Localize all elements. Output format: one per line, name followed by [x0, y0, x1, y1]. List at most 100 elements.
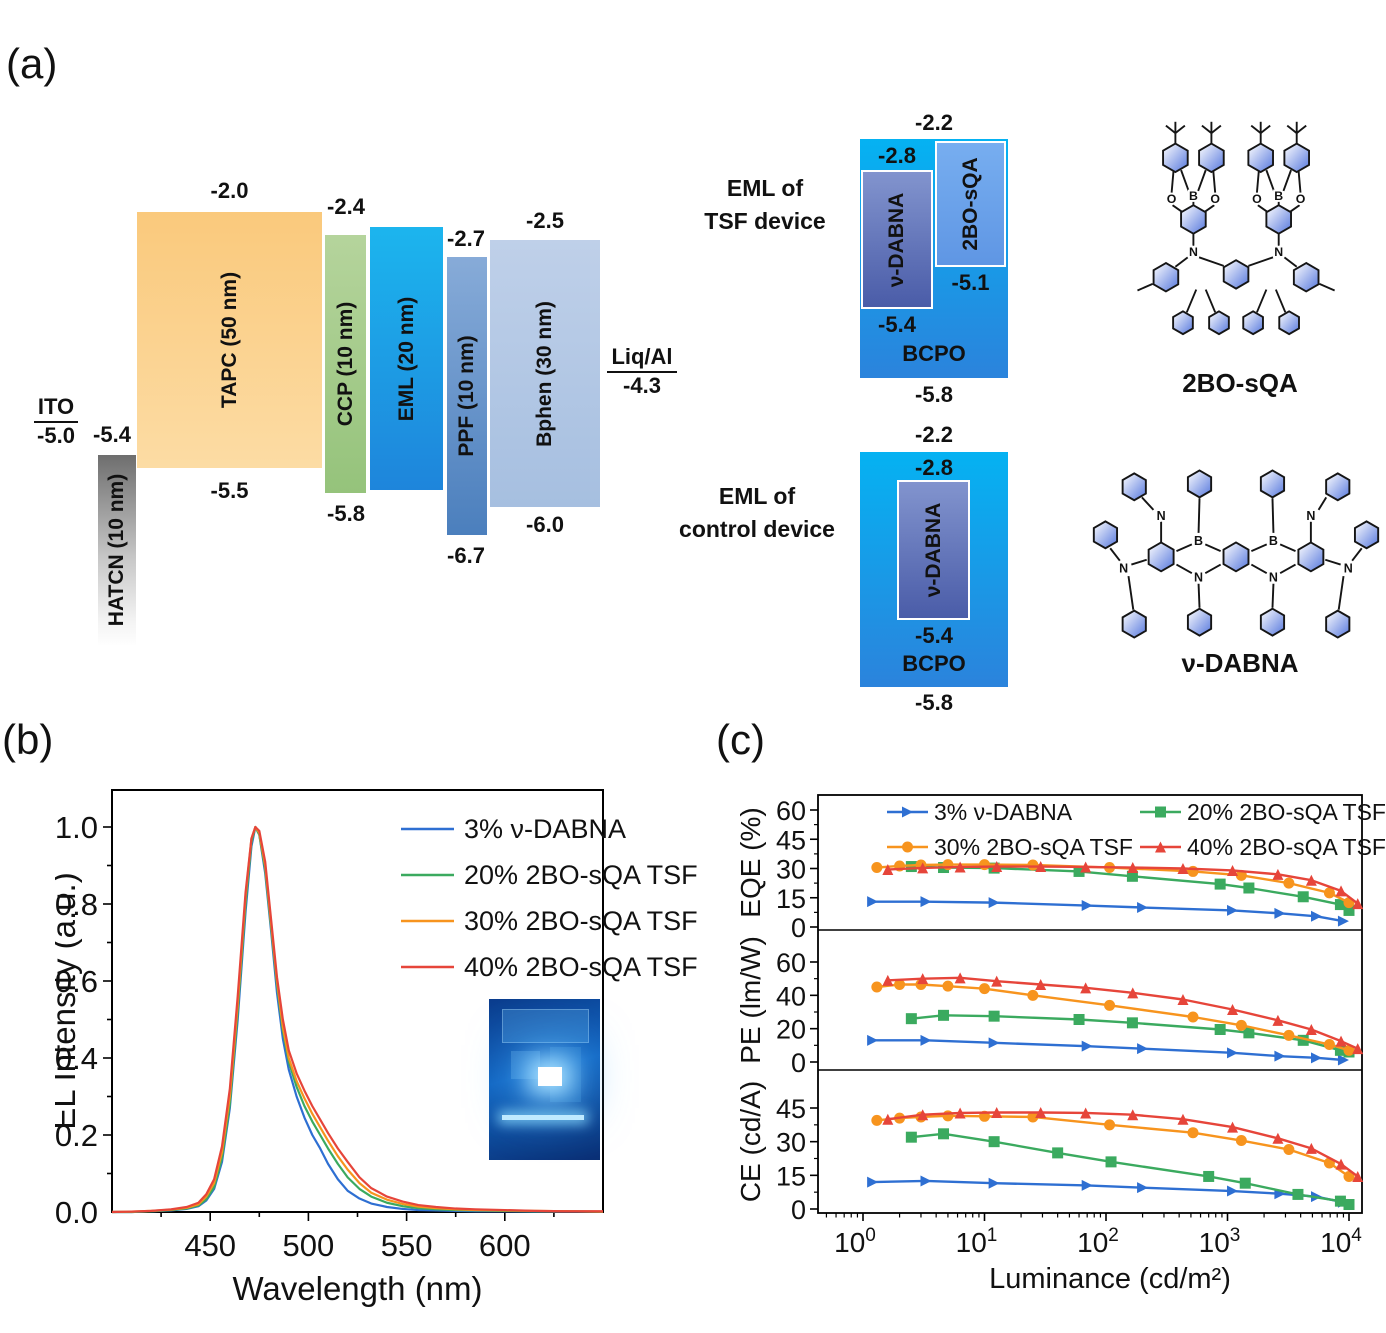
ccp-lumo: -2.4: [327, 194, 365, 219]
subplot-2-series-0: [867, 1175, 1349, 1208]
control-lumo-host: -2.2: [915, 422, 953, 447]
svg-text:3% ν-DABNA: 3% ν-DABNA: [934, 799, 1073, 825]
svg-text:550: 550: [381, 1228, 433, 1263]
spectrum-legend: 3% ν-DABNA 20% 2BO-sQA TSF 30% 2BO-sQA TSF…: [401, 814, 698, 982]
svg-text:20: 20: [776, 1015, 806, 1045]
tsf-lumo-host: -2.2: [915, 110, 953, 135]
control-host-label: BCPO: [902, 651, 966, 676]
svg-text:0.6: 0.6: [55, 964, 98, 999]
control-homo-dopant: -5.4: [915, 623, 953, 648]
structure-2bo-sqa-name: 2BO-sQA: [1182, 368, 1298, 398]
svg-text:15: 15: [776, 884, 806, 914]
svg-text:20% 2BO-sQA TSF: 20% 2BO-sQA TSF: [464, 860, 698, 890]
cathode-label: Liq/Al: [607, 344, 677, 373]
tsf-sqa-block: 2BO-sQA: [935, 141, 1006, 267]
spectrum-xlabel: Wavelength (nm): [232, 1270, 482, 1307]
tapc-lumo: -2.0: [210, 178, 249, 203]
cathode: Liq/Al -4.3: [600, 344, 684, 399]
tapc-label: TAPC (50 nm): [217, 271, 241, 409]
tsf-sqa-label: 2BO-sQA: [958, 157, 982, 251]
svg-text:101: 101: [956, 1225, 998, 1258]
bphen-lumo: -2.5: [526, 208, 564, 233]
svg-text:N: N: [1189, 245, 1198, 259]
ppf-layer: PPF (10 nm): [447, 257, 487, 535]
svg-text:N: N: [1274, 245, 1283, 259]
tapc-homo: -5.5: [210, 478, 249, 503]
control-lumo-dopant: -2.8: [915, 455, 953, 480]
control-vdabna-block: ν-DABNA: [897, 480, 970, 620]
svg-text:3% ν-DABNA: 3% ν-DABNA: [464, 814, 626, 844]
svg-text:45: 45: [776, 825, 806, 855]
subplot-2-ylabel: CE (cd/A): [735, 1081, 766, 1202]
svg-text:N: N: [1306, 509, 1315, 523]
subplot-1-series-3: [882, 972, 1364, 1055]
subplot-1-series-0: [867, 1034, 1349, 1066]
svg-text:450: 450: [184, 1228, 236, 1263]
svg-text:500: 500: [283, 1228, 335, 1263]
el-spectrum-chart: 450 500 550 600 0.0 0.2 0.4 0.6 0.8 1.0 Wavelength…: [55, 789, 698, 1307]
spectrum-axes: 450 500 550 600 0.0 0.2 0.4 0.6 0.8 1.0 Wavelength…: [55, 789, 604, 1307]
tapc-layer: TAPC (50 nm): [137, 212, 322, 468]
subplot-1-ylabel: PE (lm/W): [735, 936, 766, 1064]
svg-text:1.0: 1.0: [55, 810, 98, 845]
svg-text:104: 104: [1320, 1225, 1362, 1258]
panel-b-label: (b): [2, 716, 54, 763]
svg-text:20% 2BO-sQA TSF: 20% 2BO-sQA TSF: [1187, 799, 1386, 825]
tsf-homo-assistant: -5.1: [951, 270, 990, 295]
device-photo-inset: [489, 999, 600, 1160]
svg-text:N: N: [1119, 562, 1128, 576]
svg-text:O: O: [1296, 192, 1306, 206]
structure-vdabna-name: ν-DABNA: [1181, 648, 1299, 678]
efficiency-xlabel: Luminance (cd/m²): [989, 1263, 1231, 1295]
subplot-0-series-3: [882, 861, 1364, 910]
spectrum-series-1: [112, 825, 604, 1214]
efficiency-axes: 100 101 102 103 104 Luminance (cd/m²): [817, 794, 1363, 1295]
svg-text:40% 2BO-sQA TSF: 40% 2BO-sQA TSF: [1187, 834, 1386, 860]
panel-c-label: (c): [716, 716, 765, 763]
svg-text:30% 2BO-sQA TSF: 30% 2BO-sQA TSF: [934, 834, 1133, 860]
tsf-bcpo-block: -2.8 ν-DABNA 2BO-sQA -5.1 -5.4 BCPO: [860, 139, 1008, 378]
svg-text:O: O: [1167, 192, 1177, 206]
tsf-lumo-dopant: -2.8: [878, 143, 916, 168]
ito-electrode: ITO -5.0: [20, 394, 92, 449]
efficiency-legend: 3% ν-DABNA 20% 2BO-sQA TSF 30% 2BO-sQA TSF…: [887, 799, 1386, 860]
subplot-1-series-2: [871, 978, 1355, 1056]
svg-text:B: B: [1194, 534, 1203, 548]
ppf-lumo: -2.7: [447, 226, 485, 251]
bphen-layer: Bphen (30 nm): [490, 240, 600, 507]
svg-text:100: 100: [834, 1225, 876, 1258]
svg-text:60: 60: [776, 948, 806, 978]
ppf-label: PPF (10 nm): [455, 335, 478, 457]
svg-text:B: B: [1274, 189, 1283, 203]
hatcn-label: HATCN (10 nm): [105, 473, 128, 627]
spectrum-series-3: [111, 825, 603, 1214]
ccp-layer: CCP (10 nm): [325, 235, 366, 493]
bphen-label: Bphen (30 nm): [533, 300, 556, 447]
svg-text:30: 30: [776, 855, 806, 885]
svg-text:60: 60: [776, 796, 806, 826]
control-vdabna-label: ν-DABNA: [921, 502, 945, 598]
control-homo-host: -5.8: [915, 690, 953, 715]
svg-text:B: B: [1189, 189, 1198, 203]
svg-text:N: N: [1269, 570, 1278, 584]
svg-text:0: 0: [791, 1195, 806, 1225]
emitting-pixel-glow: [537, 1066, 562, 1086]
svg-text:0.0: 0.0: [55, 1195, 98, 1230]
subplot-2-series-2: [871, 1110, 1355, 1182]
tsf-homo-dopant: -5.4: [878, 312, 916, 337]
hatcn-layer: [98, 455, 136, 645]
structure-vdabna-drawing: B B N N N N N N: [1092, 469, 1380, 639]
svg-text:N: N: [1194, 570, 1203, 584]
subplot-2-series-3: [882, 1106, 1364, 1182]
spectrum-ylabel: EL Intensity (a.u.): [55, 872, 82, 1129]
tsf-eml-title: EML of TSF device: [704, 175, 826, 234]
svg-text:0.2: 0.2: [55, 1118, 98, 1153]
tsf-host-label: BCPO: [902, 341, 966, 366]
panel-a-label: (a): [6, 40, 58, 87]
svg-text:103: 103: [1199, 1225, 1241, 1258]
spectrum-series-2: [111, 825, 604, 1214]
